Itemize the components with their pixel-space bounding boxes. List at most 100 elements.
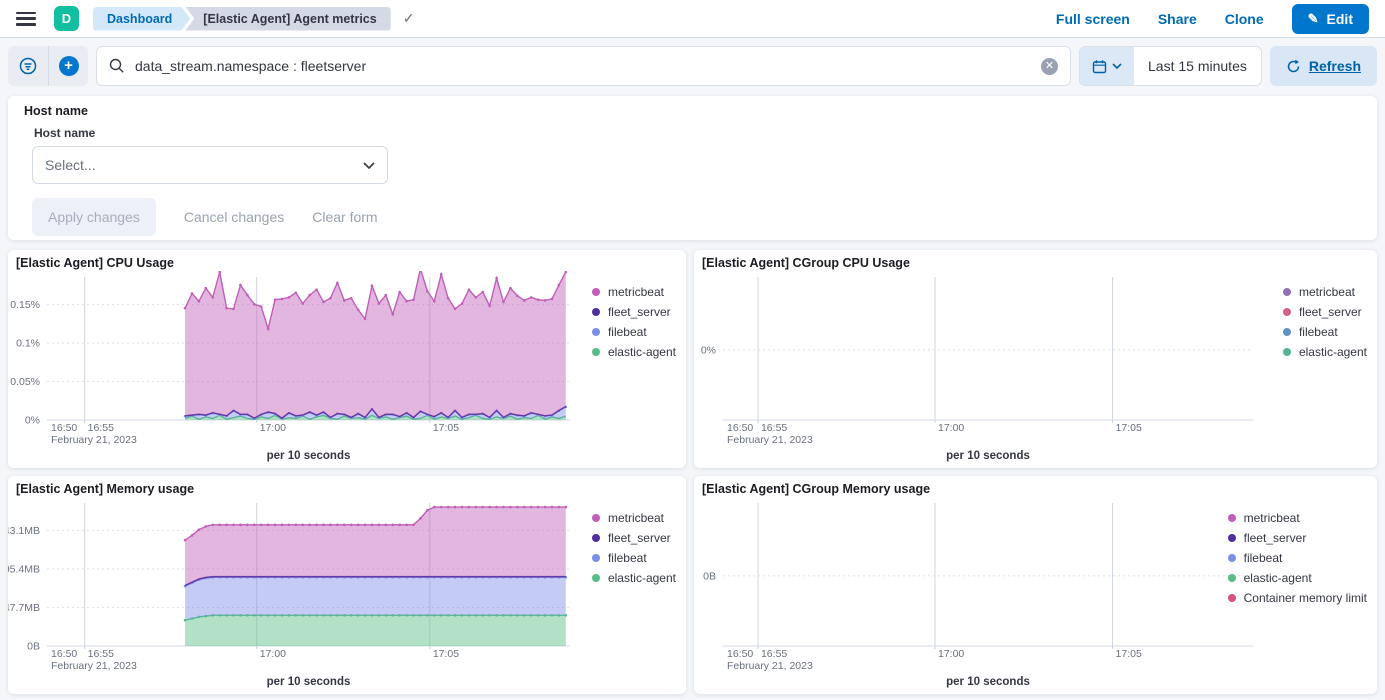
breadcrumb: Dashboard [Elastic Agent] Agent metrics	[93, 6, 391, 31]
chevron-down-icon	[1112, 63, 1122, 69]
svg-text:0.1%: 0.1%	[16, 338, 40, 350]
legend-label: filebeat	[607, 551, 647, 565]
legend-dot-icon	[1227, 514, 1236, 522]
svg-text:16:50: 16:50	[51, 648, 77, 660]
legend-item-fleet-server[interactable]: fleet_server	[591, 528, 676, 548]
x-axis-title: per 10 seconds	[946, 450, 1030, 462]
legend-item-filebeat[interactable]: filebeat	[1282, 322, 1367, 342]
legend-item-metricbeat[interactable]: metricbeat	[591, 508, 676, 528]
legend-dot-icon	[591, 534, 600, 542]
chevron-down-icon	[363, 161, 375, 169]
legend-dot-icon	[591, 554, 600, 562]
memory-usage-chart[interactable]: 0B 47.7MB 95.4MB 143.1MB 16:50 16:55 17:00 17:0…	[8, 497, 686, 675]
controls-panel-title: Host name	[24, 104, 88, 118]
plus-icon: +	[58, 56, 79, 76]
legend-dot-icon	[1282, 328, 1291, 336]
chart-legend: metricbeat fleet_server filebeat elastic-ag…	[1282, 282, 1367, 362]
legend-dot-icon	[1227, 554, 1236, 562]
clear-query-button[interactable]: ✕	[1041, 57, 1059, 75]
full-screen-link[interactable]: Full screen	[1055, 10, 1130, 27]
svg-text:143.1MB: 143.1MB	[8, 525, 40, 537]
legend-item-metricbeat[interactable]: metricbeat	[591, 282, 676, 302]
edit-button[interactable]: ✎ Edit	[1291, 3, 1369, 34]
cancel-changes-button[interactable]: Cancel changes	[183, 209, 285, 225]
legend-item-elastic-agent[interactable]: elastic-agent	[591, 342, 676, 362]
legend-dot-icon	[591, 514, 600, 522]
svg-text:17:00: 17:00	[938, 648, 964, 660]
svg-text:16:55: 16:55	[88, 648, 114, 660]
add-filter-button[interactable]: +	[48, 46, 88, 86]
legend-item-metricbeat[interactable]: metricbeat	[1227, 508, 1367, 528]
svg-text:17:05: 17:05	[1116, 648, 1142, 660]
svg-text:16:50: 16:50	[727, 422, 753, 434]
legend-dot-icon	[591, 328, 600, 336]
search-input[interactable]: data_stream.namespace : fleetserver ✕	[96, 46, 1072, 86]
svg-text:16:50: 16:50	[51, 422, 77, 434]
breadcrumb-current-page[interactable]: [Elastic Agent] Agent metrics	[185, 6, 391, 31]
panel-title: [Elastic Agent] CGroup CPU Usage	[702, 256, 910, 270]
refresh-icon	[1287, 59, 1300, 72]
chart-legend: metricbeat fleet_server filebeat elastic-ag…	[591, 508, 676, 588]
legend-label: Container memory limit	[1243, 591, 1367, 605]
share-link[interactable]: Share	[1157, 10, 1197, 27]
query-bar: + data_stream.namespace : fleetserver ✕ …	[0, 38, 1385, 94]
time-range-value[interactable]: Last 15 minutes	[1134, 47, 1261, 85]
legend-dot-icon	[591, 348, 600, 356]
calendar-menu-button[interactable]	[1080, 47, 1135, 85]
legend-label: fleet_server	[607, 305, 671, 319]
panel-title: [Elastic Agent] CPU Usage	[16, 256, 174, 270]
dashboard-grid: [Elastic Agent] CPU Usage 0% 0.05% 0.1% 0.1…	[8, 250, 1377, 694]
panel-title: [Elastic Agent] CGroup Memory usage	[702, 482, 931, 496]
host-name-select[interactable]: Select...	[32, 146, 388, 184]
legend-label: elastic-agent	[607, 345, 676, 359]
legend-item-filebeat[interactable]: filebeat	[1227, 548, 1367, 568]
chart-legend: metricbeat fleet_server filebeat elastic-ag…	[1227, 508, 1367, 608]
legend-item-elastic-agent[interactable]: elastic-agent	[1227, 568, 1367, 588]
clone-link[interactable]: Clone	[1224, 10, 1264, 27]
legend-label: elastic-agent	[1243, 571, 1312, 585]
saved-check-icon: ✓	[402, 10, 415, 26]
svg-text:February 21, 2023: February 21, 2023	[51, 434, 137, 446]
legend-label: filebeat	[1298, 325, 1338, 339]
legend-item-fleet-server[interactable]: fleet_server	[591, 302, 676, 322]
legend-item-elastic-agent[interactable]: elastic-agent	[1282, 342, 1367, 362]
svg-text:0.05%: 0.05%	[10, 376, 40, 388]
legend-dot-icon	[1282, 308, 1291, 316]
legend-dot-icon	[1282, 348, 1291, 356]
legend-item-filebeat[interactable]: filebeat	[591, 548, 676, 568]
clear-form-button[interactable]: Clear form	[312, 209, 378, 225]
legend-item-container-memory-limit[interactable]: Container memory limit	[1227, 588, 1367, 608]
legend-dot-icon	[1227, 534, 1236, 542]
svg-text:17:00: 17:00	[260, 422, 286, 434]
svg-text:17:05: 17:05	[1116, 422, 1142, 434]
legend-dot-icon	[1227, 574, 1236, 582]
legend-dot-icon	[1227, 594, 1236, 602]
svg-text:16:50: 16:50	[727, 648, 753, 660]
top-header: D Dashboard [Elastic Agent] Agent metric…	[0, 0, 1385, 38]
apply-changes-button[interactable]: Apply changes	[32, 198, 156, 236]
svg-text:16:55: 16:55	[761, 422, 787, 434]
legend-item-filebeat[interactable]: filebeat	[591, 322, 676, 342]
legend-item-elastic-agent[interactable]: elastic-agent	[591, 568, 676, 588]
cgroup-cpu-usage-panel: [Elastic Agent] CGroup CPU Usage 0% 16:50…	[694, 250, 1377, 468]
menu-icon[interactable]	[16, 11, 36, 26]
breadcrumb-dashboard[interactable]: Dashboard	[93, 7, 190, 31]
svg-text:17:00: 17:00	[938, 422, 964, 434]
legend-label: metricbeat	[1243, 511, 1300, 525]
saved-query-filter-button[interactable]	[8, 46, 48, 86]
cpu-usage-panel: [Elastic Agent] CPU Usage 0% 0.05% 0.1% 0.1…	[8, 250, 686, 468]
cgroup-memory-usage-panel: [Elastic Agent] CGroup Memory usage 0B 16…	[694, 476, 1377, 694]
svg-text:47.7MB: 47.7MB	[8, 602, 40, 614]
svg-text:95.4MB: 95.4MB	[8, 563, 40, 575]
legend-item-fleet-server[interactable]: fleet_server	[1227, 528, 1367, 548]
legend-item-metricbeat[interactable]: metricbeat	[1282, 282, 1367, 302]
cpu-usage-chart[interactable]: 0% 0.05% 0.1% 0.15% 16:50 16:55 17:00 17:05 Febr…	[8, 271, 686, 449]
cgroup-memory-usage-chart[interactable]: 0B 16:50 16:55 17:00 17:05 February 21, 2023	[694, 497, 1377, 675]
host-name-field-label: Host name	[34, 126, 96, 140]
legend-item-fleet-server[interactable]: fleet_server	[1282, 302, 1367, 322]
cgroup-cpu-usage-chart[interactable]: 0% 16:50 16:55 17:00 17:05 February 21, 2023	[694, 271, 1377, 449]
space-avatar[interactable]: D	[54, 6, 79, 31]
refresh-button[interactable]: Refresh	[1269, 46, 1377, 86]
legend-dot-icon	[1282, 288, 1291, 296]
legend-label: metricbeat	[607, 511, 664, 525]
